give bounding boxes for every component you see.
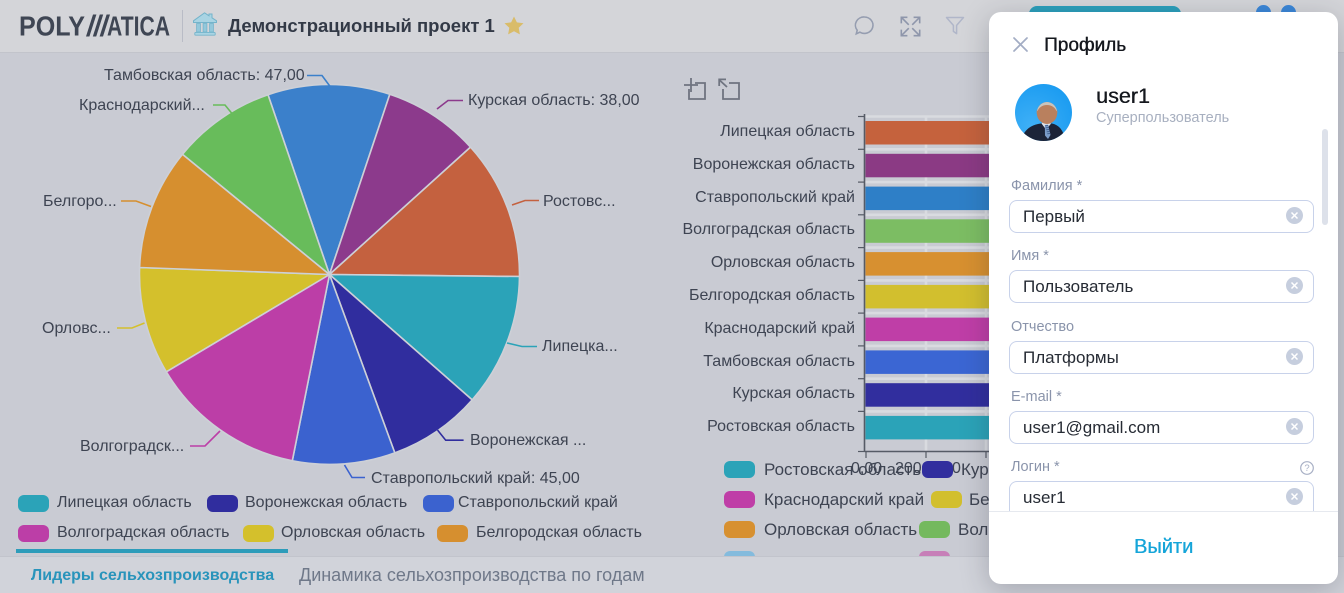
svg-text:?: ?: [1304, 463, 1309, 474]
svg-text:POLY: POLY: [19, 11, 85, 42]
svg-text:ATICA: ATICA: [107, 11, 170, 42]
